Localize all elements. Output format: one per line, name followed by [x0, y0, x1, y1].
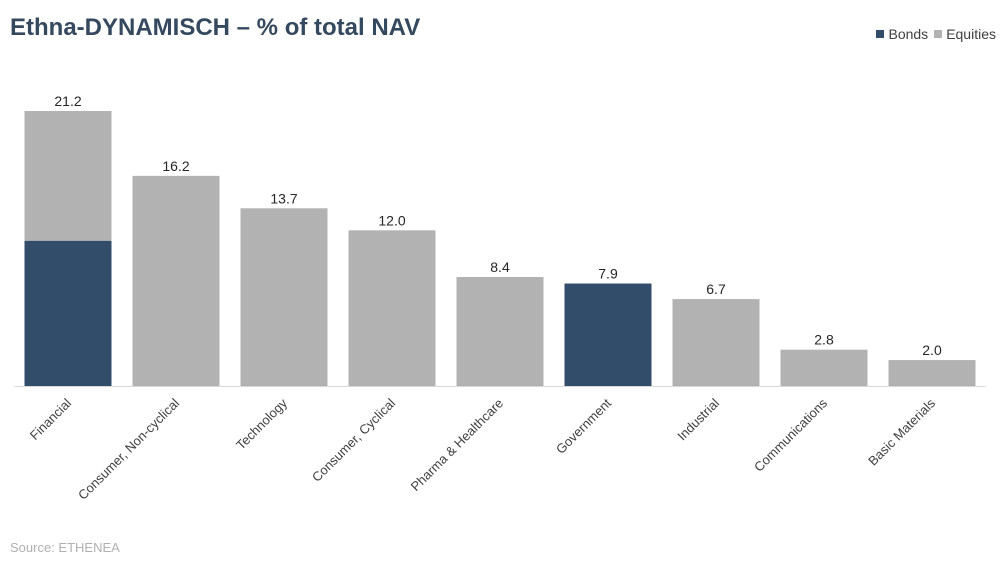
x-tick-label-1: Consumer, Non-cyclical	[75, 395, 182, 502]
data-label-5: 7.9	[598, 266, 618, 282]
data-label-6: 6.7	[706, 281, 726, 297]
bar-equities-0	[24, 111, 112, 241]
data-label-8: 2.0	[922, 342, 942, 358]
bar-equities-4	[456, 277, 544, 386]
source-note: Source: ETHENEA	[10, 540, 120, 555]
x-tick-label-4: Pharma & Healthcare	[408, 396, 506, 494]
data-label-7: 2.8	[814, 332, 834, 348]
bar-equities-8	[888, 360, 976, 386]
legend-item-bonds: Bonds	[876, 26, 928, 42]
legend-swatch-equities	[934, 30, 943, 38]
x-tick-label-6: Industrial	[674, 395, 722, 443]
bar-equities-7	[780, 349, 868, 386]
legend-label-bonds: Bonds	[888, 26, 929, 42]
bar-equities-6	[672, 299, 760, 386]
data-label-3: 12.0	[378, 212, 405, 228]
x-tick-label-0: Financial	[27, 395, 74, 442]
legend-item-equities: Equities	[934, 26, 996, 42]
bar-bonds-0	[24, 240, 112, 386]
x-tick-label-5: Government	[553, 395, 614, 456]
data-label-1: 16.2	[162, 158, 189, 174]
legend-swatch-bonds	[876, 30, 885, 38]
x-tick-label-3: Consumer, Cyclical	[309, 395, 398, 484]
bar-equities-1	[132, 175, 220, 386]
x-tick-label-8: Basic Materials	[865, 395, 938, 468]
bar-equities-3	[348, 230, 436, 386]
x-tick-label-7: Communications	[751, 395, 830, 474]
data-label-0: 21.2	[54, 93, 81, 109]
x-tick-label-2: Technology	[233, 395, 290, 452]
data-label-2: 13.7	[270, 190, 297, 206]
bar-bonds-5	[564, 283, 652, 386]
bar-equities-2	[240, 208, 328, 386]
legend-label-equities: Equities	[946, 26, 996, 42]
chart-title: Ethna-DYNAMISCH – % of total NAV	[10, 14, 421, 41]
legend: Bonds Equities	[870, 26, 996, 42]
data-label-4: 8.4	[490, 259, 510, 275]
